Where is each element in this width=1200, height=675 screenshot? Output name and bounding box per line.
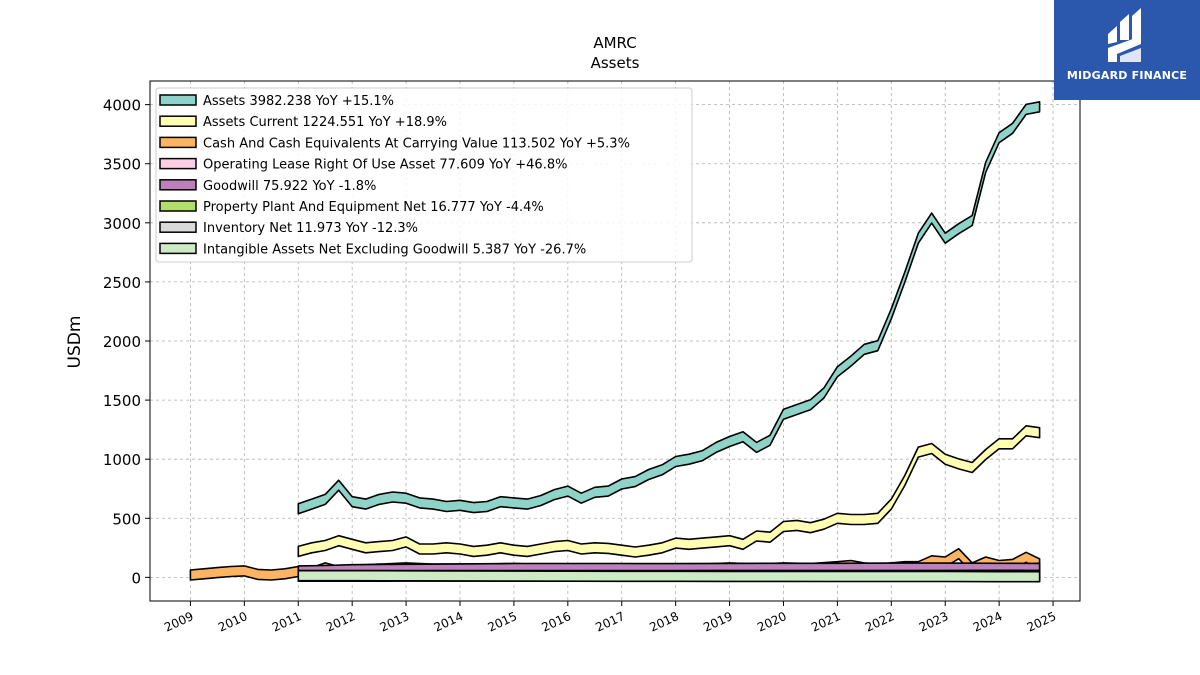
- x-axis: 2009 2010 2011 2012 2013 2014 2015 2016 2017 2018…: [162, 601, 1058, 635]
- x-tick-label: 2022: [863, 609, 897, 635]
- x-tick-label: 2009: [162, 609, 196, 635]
- x-tick-label: 2025: [1025, 609, 1059, 635]
- legend-swatch-4: [159, 157, 197, 170]
- y-axis-label: USDm: [65, 316, 85, 369]
- y-tick-label: 3500: [103, 156, 141, 174]
- legend-swatch-1: [159, 94, 197, 106]
- x-tick-label: 2016: [539, 609, 573, 635]
- x-tick-label: 2011: [270, 609, 304, 635]
- x-tick-label: 2012: [324, 609, 358, 635]
- chart-subtitle: Assets: [591, 54, 640, 72]
- y-axis: 0 500 1000 1500 2000 2500 3000 3500 4000: [103, 97, 150, 587]
- legend-swatch-7: [159, 221, 197, 233]
- x-tick-label: 2019: [701, 609, 735, 635]
- legend-label-2: Assets Current 1224.551 YoY +18.9%: [203, 115, 447, 130]
- legend-swatch-3: [159, 136, 197, 149]
- x-tick-label: 2010: [216, 609, 250, 635]
- legend-label-5: Goodwill 75.922 YoY -1.8%: [203, 179, 376, 194]
- y-tick-label: 1000: [103, 451, 141, 469]
- legend-label-3: Cash And Cash Equivalents At Carrying Va…: [203, 136, 630, 151]
- x-tick-label: 2020: [755, 609, 789, 635]
- series-area-1: [297, 101, 1041, 515]
- legend-swatch-2: [159, 115, 197, 127]
- y-tick-label: 3000: [103, 215, 141, 233]
- legend-label-1: Assets 3982.238 YoY +15.1%: [203, 94, 394, 109]
- midgard-logo-icon: [1108, 8, 1141, 62]
- y-tick-label: 1500: [103, 392, 141, 410]
- x-tick-label: 2018: [647, 609, 681, 635]
- legend-label-4: Operating Lease Right Of Use Asset 77.60…: [203, 158, 567, 173]
- x-tick-label: 2013: [378, 609, 412, 635]
- legend-label-6: Property Plant And Equipment Net 16.777 …: [203, 200, 544, 215]
- legend-box: [155, 87, 693, 263]
- brand-logo: MIDGARD FINANCE: [1054, 0, 1200, 100]
- y-tick-label: 500: [112, 510, 141, 528]
- series-areas: [189, 101, 1041, 583]
- y-tick-label: 2500: [103, 274, 141, 292]
- x-tick-label: 2023: [917, 609, 951, 635]
- y-tick-label: 4000: [103, 97, 141, 115]
- x-tick-label: 2015: [486, 609, 520, 635]
- legend-swatch-5: [159, 179, 197, 191]
- y-tick-label: 0: [131, 569, 141, 587]
- brand-name: MIDGARD FINANCE: [1066, 69, 1188, 82]
- x-tick-label: 2024: [971, 609, 1005, 635]
- legend-label-7: Inventory Net 11.973 YoY -12.3%: [203, 221, 418, 236]
- series-area-2: [297, 425, 1041, 558]
- legend-swatch-6: [159, 200, 197, 212]
- x-tick-label: 2021: [809, 609, 843, 635]
- x-tick-label: 2014: [432, 609, 466, 635]
- legend: Assets 3982.238 YoY +15.1% Assets Current…: [155, 87, 693, 263]
- series-area-8: [297, 569, 1041, 583]
- chart-title: AMRC: [593, 34, 636, 52]
- legend-label-8: Intangible Assets Net Excluding Goodwill…: [203, 242, 586, 257]
- y-tick-label: 2000: [103, 333, 141, 351]
- x-tick-label: 2017: [593, 609, 627, 635]
- legend-swatch-8: [159, 242, 197, 255]
